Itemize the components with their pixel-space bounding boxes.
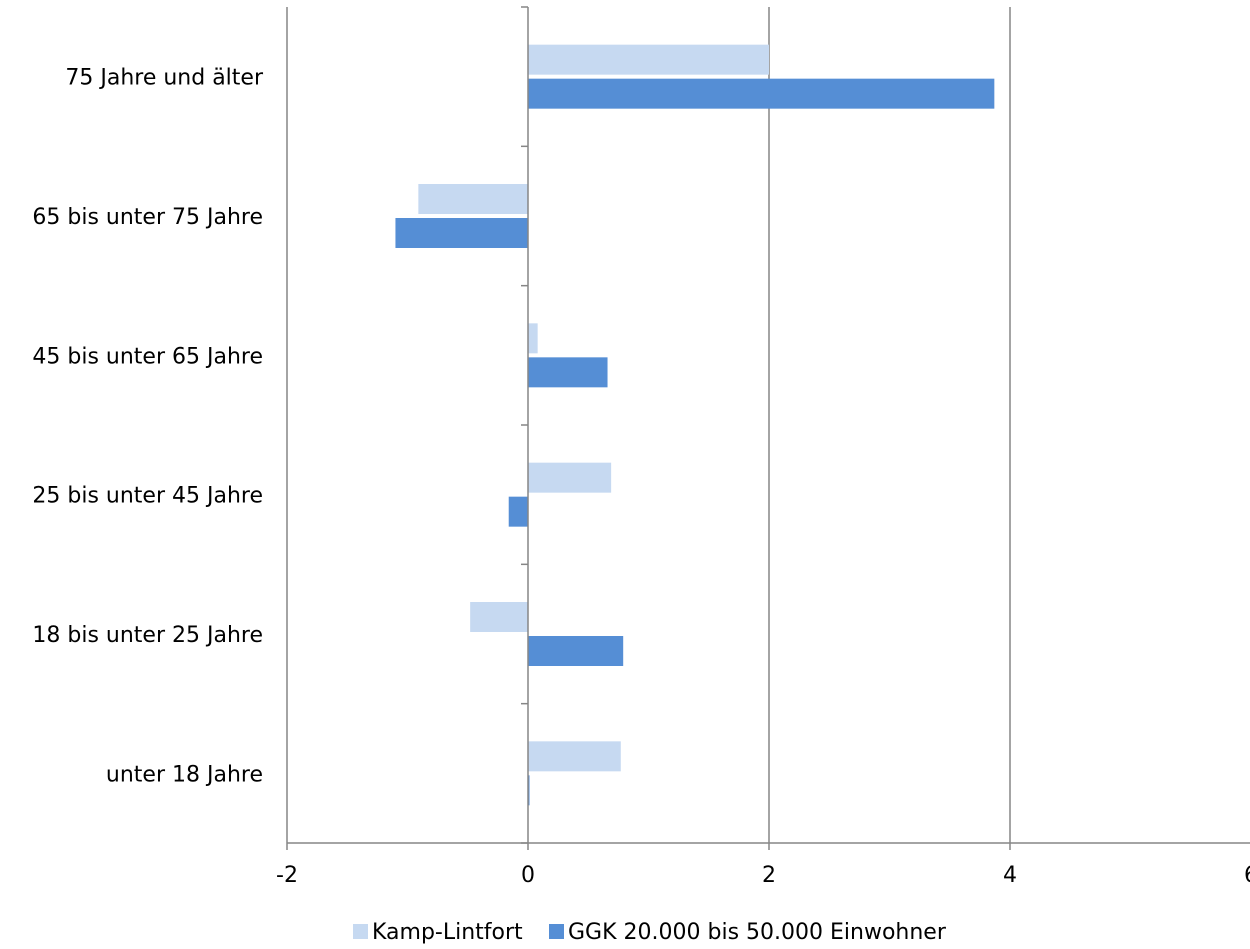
- labels: -2 0 2 4 6 unter 18 Jahre 18 bis unter 25 Jahr…: [32, 66, 1250, 888]
- category-label: 65 bis unter 75 Jahre: [32, 205, 263, 230]
- bar-ggk-2: [508, 496, 528, 527]
- gridlines: [286, 7, 1011, 843]
- bar-kamp-lintfort-2: [528, 462, 612, 493]
- x-tick-label: -2: [276, 863, 298, 888]
- category-label: 75 Jahre und älter: [65, 66, 264, 91]
- legend: Kamp-Lintfort GGK 20.000 bis 50.000 Einwo…: [353, 920, 947, 945]
- bar-kamp-lintfort-1: [470, 602, 528, 632]
- bar-ggk-1: [528, 636, 624, 666]
- bar-kamp-lintfort-3: [528, 323, 538, 354]
- x-tick-label: 6: [1244, 863, 1250, 888]
- bar-ggk-4: [395, 218, 528, 248]
- category-label: 18 bis unter 25 Jahre: [32, 623, 263, 648]
- legend-swatch-ggk: [549, 924, 564, 939]
- bar-kamp-lintfort-0: [528, 741, 621, 772]
- bars: [395, 44, 995, 806]
- axes: [286, 6, 1250, 850]
- bar-kamp-lintfort-4: [418, 184, 528, 214]
- legend-swatch-kamp-lintfort: [353, 924, 368, 939]
- legend-label-ggk: GGK 20.000 bis 50.000 Einwohner: [568, 920, 947, 945]
- legend-label-kamp-lintfort: Kamp-Lintfort: [372, 920, 523, 945]
- bar-ggk-5: [528, 78, 995, 109]
- category-label: 25 bis unter 45 Jahre: [32, 484, 263, 509]
- x-tick-label: 2: [762, 863, 776, 888]
- category-label: unter 18 Jahre: [106, 762, 263, 787]
- bar-ggk-3: [528, 357, 608, 388]
- x-tick-label: 0: [521, 863, 535, 888]
- x-tick-label: 4: [1003, 863, 1017, 888]
- bar-kamp-lintfort-5: [528, 44, 769, 75]
- category-label: 45 bis unter 65 Jahre: [32, 344, 263, 369]
